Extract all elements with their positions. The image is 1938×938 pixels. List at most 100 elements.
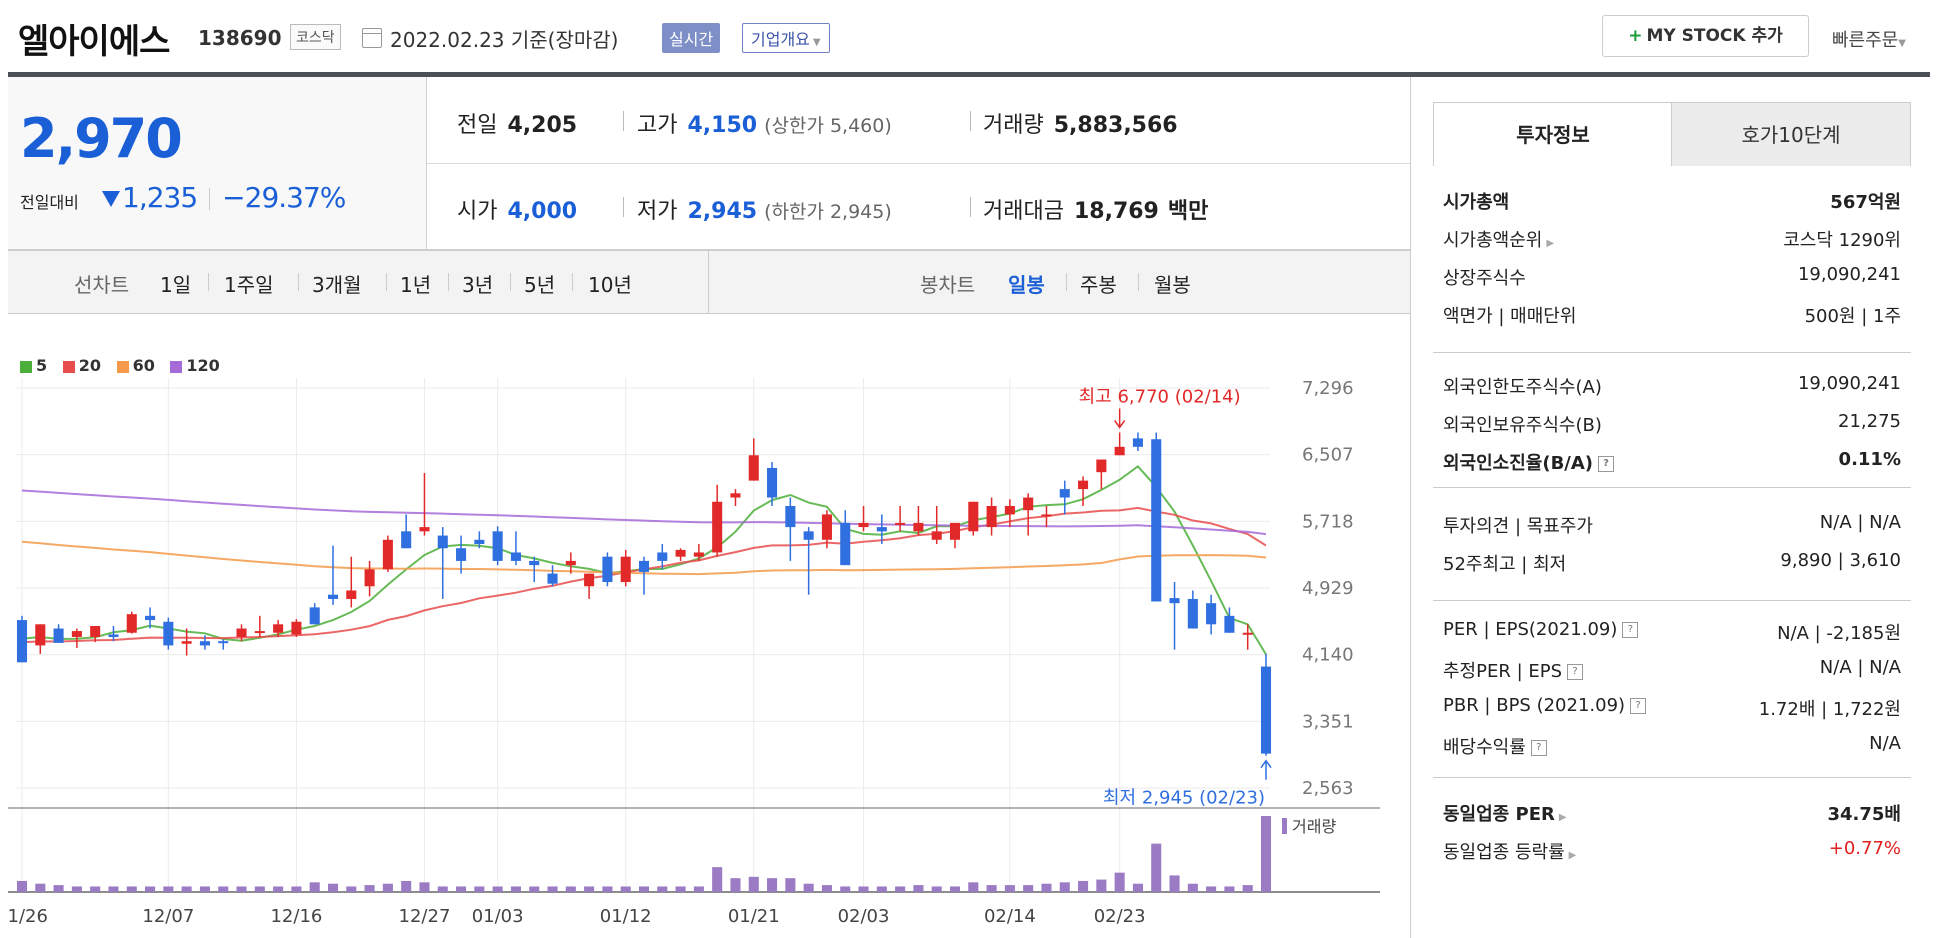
help-icon[interactable]: ? <box>1598 456 1615 472</box>
candle-body <box>730 493 741 498</box>
help-icon[interactable]: ? <box>1530 740 1547 756</box>
x-tick-label: 01/12 <box>600 906 652 927</box>
chevron-right-icon: ▶ <box>1568 850 1577 861</box>
tab-3y[interactable]: 3년 <box>462 273 494 297</box>
volume-bar <box>456 886 467 892</box>
candle-body <box>181 641 192 644</box>
help-icon[interactable]: ? <box>1567 664 1584 680</box>
side-row: 외국인한도주식수(A) 19,090,241 <box>1443 373 1901 403</box>
candle-body <box>565 560 576 566</box>
separator <box>298 273 299 291</box>
tab-invest-info[interactable]: 투자정보 <box>1433 102 1673 167</box>
tab-daily[interactable]: 일봉 <box>1008 273 1045 297</box>
candle-body <box>1096 459 1107 473</box>
legend-item: 120 <box>170 356 220 375</box>
candle-body <box>840 522 851 566</box>
row-value: N/A | -2,185원 <box>1777 623 1901 644</box>
help-icon[interactable]: ? <box>1630 698 1647 714</box>
candle-body <box>273 624 284 633</box>
legend-label: 5 <box>36 356 48 375</box>
prev-close-value: 4,205 <box>507 113 578 138</box>
candle-body <box>108 634 119 637</box>
x-tick-label: 12/27 <box>399 906 451 927</box>
tab-monthly[interactable]: 월봉 <box>1154 273 1191 297</box>
base-date: 2022.02.23 기준(장마감) <box>390 28 619 52</box>
candle-body <box>1224 615 1235 633</box>
separator <box>448 273 449 291</box>
y-tick-label: 5,718 <box>1302 511 1354 532</box>
volume-bar <box>1059 882 1070 892</box>
row-value: 34.75배 <box>1827 804 1902 825</box>
tab-3m[interactable]: 3개월 <box>312 273 362 297</box>
tab-10y[interactable]: 10년 <box>588 273 632 297</box>
candle-body <box>90 625 101 637</box>
side-row[interactable]: 동일업종 PER ▶ 34.75배 <box>1443 800 1901 830</box>
side-group-5: 동일업종 PER ▶ 34.75배 동일업종 등락률 ▶ +0.77% <box>1433 778 1911 878</box>
candle-body <box>949 522 961 540</box>
candle-body <box>748 455 759 481</box>
price-summary: 2,970 전일대비 1,235 −29.37% <box>8 77 427 250</box>
volume-bar <box>437 886 448 892</box>
realtime-button[interactable]: 실시간 <box>662 23 721 53</box>
add-mystock-button[interactable]: + MY STOCK 추가 <box>1602 15 1809 57</box>
chevron-right-icon: ▶ <box>1558 812 1567 823</box>
candle-body <box>1187 598 1198 629</box>
candle-body <box>620 556 631 583</box>
volume-bar <box>565 886 576 892</box>
volume-bar <box>1023 885 1034 892</box>
candle-body <box>931 531 942 540</box>
side-group-2: 외국인한도주식수(A) 19,090,241 외국인보유주식수(B) 21,275 … <box>1433 353 1911 488</box>
quick-order-dropdown[interactable]: 빠른주문▼ <box>1832 26 1906 52</box>
low-label: 저가 <box>637 199 678 224</box>
candle-body <box>456 548 467 561</box>
amount-label: 거래대금 <box>983 199 1064 224</box>
tab-orderbook[interactable]: 호가10단계 <box>1671 102 1911 168</box>
separator <box>386 273 387 291</box>
volume-bar <box>199 886 210 892</box>
row-value: 1.72배 | 1,722원 <box>1758 699 1901 720</box>
stock-header: 엘아이에스 138690 코스닥 2022.02.23 기준(장마감) 실시간 … <box>0 0 1938 74</box>
separator <box>708 251 709 313</box>
min-price-label: 최저 2,945 (02/23) <box>1103 788 1265 809</box>
tab-5y[interactable]: 5년 <box>524 273 556 297</box>
row-value: N/A | N/A <box>1819 512 1901 533</box>
volume-bar <box>1096 879 1107 892</box>
side-row[interactable]: 동일업종 등락률 ▶ +0.77% <box>1443 838 1901 868</box>
volume-bar <box>968 882 979 892</box>
candle-body <box>876 527 887 532</box>
change-amount: 1,235 <box>122 181 198 214</box>
volume-bar <box>181 886 192 892</box>
corp-info-dropdown[interactable]: 기업개요 ▼ <box>742 23 830 53</box>
volume-bar <box>1132 883 1143 892</box>
volume-bar <box>803 883 814 892</box>
volume-bar <box>364 885 375 892</box>
candle-body <box>126 614 137 633</box>
corp-info-label: 기업개요 <box>751 30 810 49</box>
side-row: 추정PER | EPS? N/A | N/A <box>1443 657 1901 687</box>
candle-body <box>382 539 393 570</box>
candle-body <box>968 501 979 532</box>
volume-value: 5,883,566 <box>1053 113 1178 138</box>
tab-weekly[interactable]: 주봉 <box>1080 273 1117 297</box>
candle-body <box>1206 603 1217 625</box>
help-icon[interactable]: ? <box>1622 622 1639 638</box>
price-chart[interactable]: 7,296 6,507 5,718 4,929 4,140 3,351 2,563 11/26… <box>8 350 1408 938</box>
legend-swatch <box>170 360 183 373</box>
candle-body <box>199 641 210 646</box>
row-key: 외국인한도주식수(A) <box>1443 377 1602 398</box>
side-row: 투자의견 | 목표주가 N/A | N/A <box>1443 512 1901 542</box>
side-row[interactable]: 시가총액순위 ▶ 코스닥 1290위 <box>1443 226 1901 256</box>
chart-period-tabs: 선차트 1일 1주일 3개월 1년 3년 5년 10년 봉차트 일봉 주봉 월봉 <box>8 250 1410 314</box>
legend-item: 60 <box>116 356 155 375</box>
tab-1d[interactable]: 1일 <box>160 273 192 297</box>
tab-1w[interactable]: 1주일 <box>224 273 274 297</box>
volume-bar <box>840 886 851 892</box>
side-group-1: 시가총액 567억원 시가총액순위 ▶ 코스닥 1290위 상장주식수 19,090,2… <box>1433 166 1911 353</box>
separator <box>970 111 971 131</box>
separator <box>1138 273 1139 291</box>
candle-body <box>712 501 723 553</box>
candle-body <box>1260 666 1272 754</box>
candle-chart-label: 봉차트 <box>920 273 976 297</box>
tab-1y[interactable]: 1년 <box>400 273 432 297</box>
quote-row-2: 시가 4,000 저가 2,945 (하한가 2,945) 거래대금 18,769 백… <box>427 163 1410 250</box>
